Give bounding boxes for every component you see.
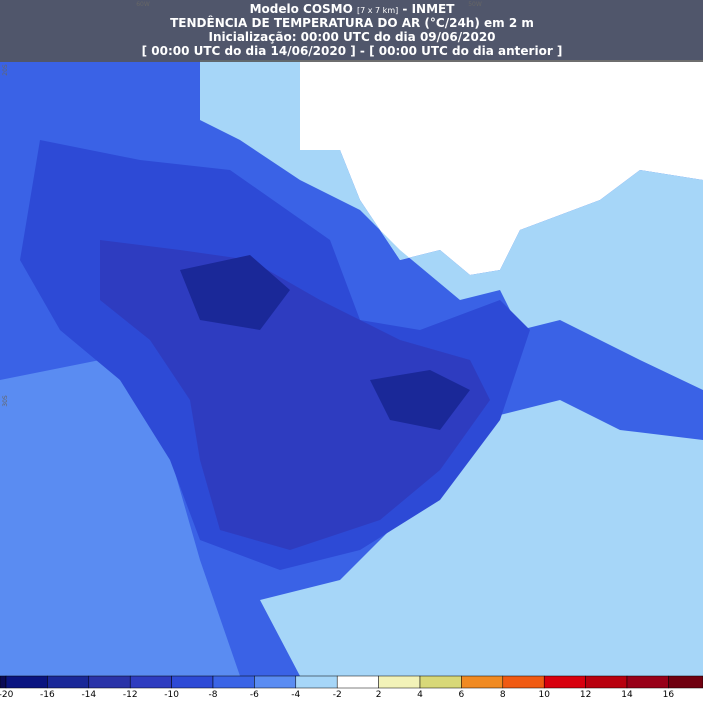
- colorbar-box: [419, 675, 462, 689]
- colorbar-box: [5, 675, 48, 689]
- colorbar-box: [47, 675, 90, 689]
- colorbar-label: -8: [209, 690, 218, 700]
- colorbar-label: -16: [40, 690, 55, 700]
- colorbar-label: -4: [291, 690, 300, 700]
- colorbar-box: [295, 675, 338, 689]
- lon-label: 60W: [136, 1, 150, 8]
- colorbar-box: [502, 675, 545, 689]
- lon-label: 50W: [468, 1, 482, 8]
- colorbar-box: [543, 675, 586, 689]
- colorbar-label: 12: [580, 690, 591, 700]
- period: [ 00:00 UTC do dia 14/06/2020 ] - [ 00:0…: [142, 44, 563, 58]
- colorbar-label: -20: [0, 690, 14, 700]
- colorbar-box: [668, 675, 703, 689]
- colorbar-label: 2: [376, 690, 382, 700]
- colorbar-label: 14: [621, 690, 633, 700]
- colorbar: -20 -16 -14 -12 -10 -8 -6 -4 -2 2 4 6 8 10 12 14 16: [0, 675, 703, 700]
- colorbar-box: [212, 675, 255, 689]
- map: 60W 50W 20S 30S Modelo COSMO [7 x 7 km] …: [0, 0, 703, 676]
- colorbar-box: [626, 675, 669, 689]
- colorbar-box: [461, 675, 504, 689]
- colorbar-box: [254, 675, 297, 689]
- colorbar-label: 10: [538, 690, 550, 700]
- subtitle: TENDÊNCIA DE TEMPERATURA DO AR (°C/24h) …: [170, 15, 534, 30]
- init-time: Inicialização: 00:00 UTC do dia 09/06/20…: [208, 30, 495, 44]
- colorbar-box: [88, 675, 131, 689]
- lat-label: 20S: [2, 64, 9, 76]
- colorbar-label: -14: [81, 690, 96, 700]
- colorbar-box: [129, 675, 172, 689]
- colorbar-label: 4: [417, 690, 423, 700]
- colorbar-label: -6: [250, 690, 259, 700]
- colorbar-label: 16: [663, 690, 675, 700]
- colorbar-label: -2: [333, 690, 342, 700]
- colorbar-label: -12: [123, 690, 138, 700]
- colorbar-box: [378, 675, 421, 689]
- colorbar-box: [336, 675, 379, 689]
- colorbar-box: [171, 675, 214, 689]
- lat-label: 30S: [2, 395, 9, 407]
- colorbar-box: [585, 675, 628, 689]
- colorbar-label: -10: [164, 690, 179, 700]
- colorbar-label: 6: [459, 690, 465, 700]
- title: Modelo COSMO [7 x 7 km] - INMET: [250, 2, 456, 16]
- colorbar-label: 8: [500, 690, 506, 700]
- colorbar-box: [0, 675, 7, 689]
